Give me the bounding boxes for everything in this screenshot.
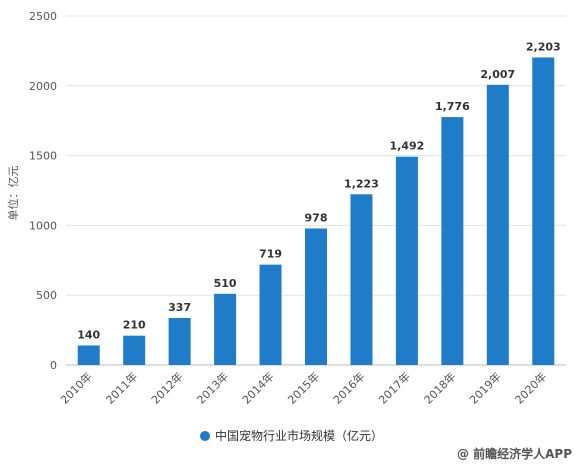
y-tick-label: 2500 — [29, 10, 57, 23]
bar — [305, 228, 327, 365]
y-axis-ticks: 0 500 1000 1500 2000 2500 — [29, 10, 57, 372]
data-label: 337 — [168, 301, 191, 314]
bar — [77, 345, 100, 365]
watermark: @ 前瞻经济学人APP — [457, 446, 572, 461]
bar — [214, 293, 237, 365]
y-tick-label: 500 — [36, 289, 57, 302]
x-axis-ticks: 2010年 2011年 2012年 2013年 2014年 2015年 2016年 2017年… — [57, 369, 549, 406]
grid-lines — [66, 15, 566, 366]
data-label: 978 — [305, 211, 328, 224]
data-label: 1,223 — [344, 177, 379, 190]
data-label: 1,492 — [390, 140, 425, 153]
data-labels: 140 210 337 510 719 978 1,223 1,492 1,776 2,007 2,… — [77, 40, 560, 341]
x-tick-label: 2011年 — [103, 369, 140, 406]
bar — [486, 84, 509, 365]
legend-label: 中国宠物行业市场规模（亿元） — [215, 428, 383, 443]
x-tick-label: 2017年 — [376, 369, 413, 406]
y-tick-label: 1000 — [29, 219, 57, 232]
data-label: 510 — [214, 277, 237, 290]
bar — [395, 156, 418, 365]
x-tick-label: 2015年 — [285, 369, 322, 406]
y-tick-label: 2000 — [29, 80, 57, 93]
data-label: 1,776 — [435, 100, 470, 113]
bar — [259, 264, 282, 365]
bar — [123, 335, 146, 365]
x-tick-label: 2013年 — [194, 369, 231, 406]
data-label: 719 — [259, 248, 282, 261]
bar — [350, 194, 373, 365]
x-tick-label: 2019年 — [466, 369, 503, 406]
x-tick-label: 2018年 — [421, 369, 458, 406]
y-tick-label: 0 — [50, 359, 57, 372]
legend: 中国宠物行业市场规模（亿元） — [200, 428, 383, 443]
y-axis-label: 单位：亿元 — [6, 166, 20, 221]
x-tick-label: 2016年 — [330, 369, 367, 406]
data-label: 210 — [123, 319, 146, 332]
x-tick-label: 2010年 — [57, 369, 94, 406]
bar — [532, 57, 555, 365]
bar — [168, 317, 191, 365]
x-tick-label: 2014年 — [239, 369, 276, 406]
data-label: 140 — [77, 328, 100, 341]
data-label: 2,007 — [480, 68, 515, 81]
bar — [441, 117, 464, 365]
legend-marker — [200, 431, 210, 441]
x-tick-label: 2012年 — [148, 369, 185, 406]
data-label: 2,203 — [526, 40, 561, 53]
x-tick-label: 2020年 — [512, 369, 549, 406]
bars — [77, 57, 555, 365]
y-tick-label: 1500 — [29, 150, 57, 163]
